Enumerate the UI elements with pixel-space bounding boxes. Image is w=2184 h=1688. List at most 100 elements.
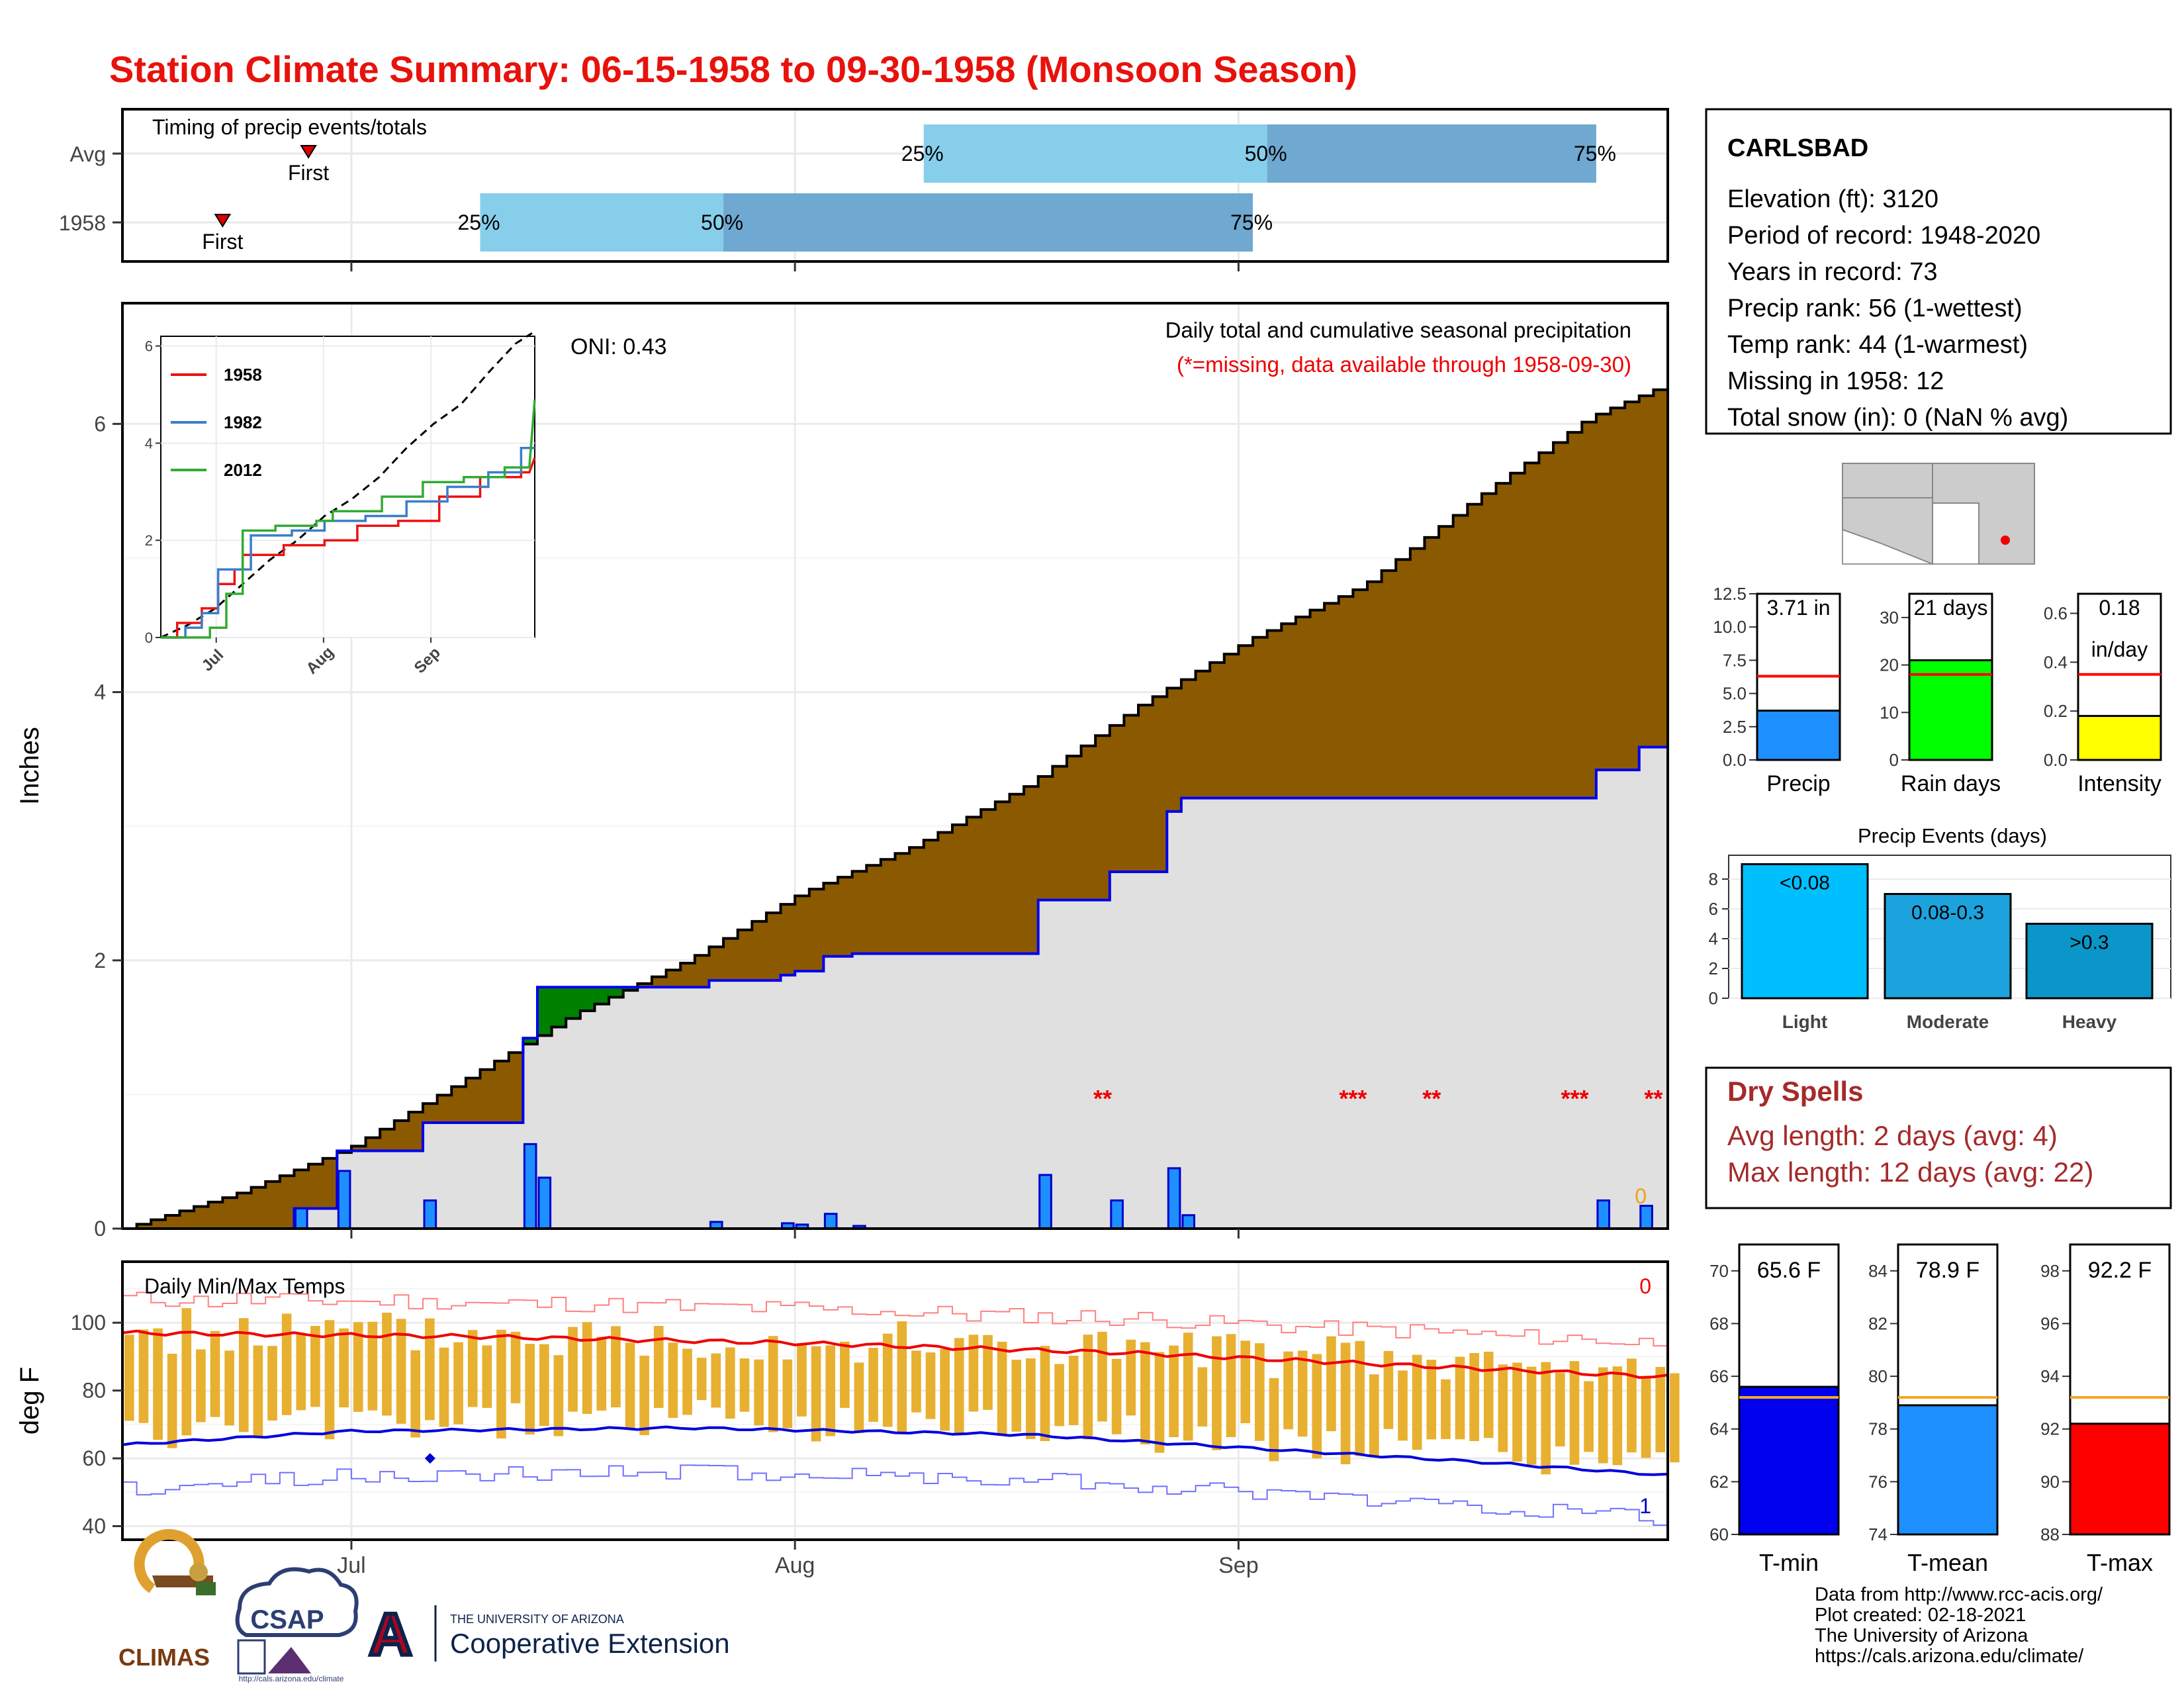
daily-temp-bar <box>1469 1353 1479 1442</box>
temp-summary-bar <box>1897 1404 1999 1536</box>
daily-temp-bar <box>754 1359 764 1426</box>
daily-temp-bar <box>1126 1339 1136 1416</box>
daily-temp-bar <box>1255 1343 1265 1441</box>
temp-summary-y-tick-label: 90 <box>2040 1472 2060 1491</box>
precip-events-chart: Precip Events (days) 0 2 4 6 8 <0.08 Light 0.08… <box>1709 824 2171 1032</box>
temp-summary-y-tick-label: 74 <box>1868 1524 1888 1544</box>
temp-summary-y-tick-label: 80 <box>1868 1366 1888 1386</box>
daily-temp-bar <box>840 1341 850 1408</box>
timing-p25-label: 25% <box>901 142 944 165</box>
daily-temp-bar <box>1111 1358 1122 1434</box>
university-of-arizona-logo[interactable]: A THE UNIVERSITY OF ARIZONA Cooperative … <box>364 1600 730 1670</box>
daily-temp-bar <box>954 1338 964 1435</box>
dry-spells-title: Dry Spells <box>1727 1076 1863 1107</box>
temp-summary-y-tick-label: 62 <box>1709 1472 1729 1491</box>
events-bar <box>1741 863 1869 1000</box>
inset-y-tick-label: 4 <box>145 435 153 451</box>
summary-y-tick-label: 0.0 <box>1723 750 1747 770</box>
summary-value-label: in/day <box>2091 637 2148 661</box>
daily-temp-bar <box>1426 1360 1437 1440</box>
footer-line: https://cals.arizona.edu/climate/ <box>1815 1646 2084 1667</box>
station-info-line: Missing in 1958: 12 <box>1727 367 1944 395</box>
daily-temp-bar <box>868 1348 878 1422</box>
daily-temp-bar <box>196 1349 206 1423</box>
daily-temp-bar <box>782 1359 793 1429</box>
daily-temp-bar <box>1212 1336 1222 1450</box>
daily-temp-bar <box>224 1350 234 1426</box>
daily-temp-bar <box>1541 1362 1551 1475</box>
daily-temp-bar <box>882 1333 893 1427</box>
timing-p75-label: 75% <box>1574 142 1616 165</box>
footer-line: The University of Arizona <box>1815 1625 2028 1646</box>
station-location-dot <box>2001 536 2010 545</box>
daily-temp-bar <box>1627 1358 1637 1453</box>
temp-summary-y-tick-label: 84 <box>1868 1261 1888 1281</box>
inset-series-line-2012 <box>161 399 536 639</box>
temp-title: Daily Min/Max Temps <box>144 1274 345 1298</box>
tmax-record-line <box>122 1291 1668 1350</box>
daily-temp-bar <box>1054 1364 1064 1427</box>
daily-temp-bar <box>854 1362 864 1433</box>
daily-temp-bar <box>568 1327 578 1412</box>
daily-temp-bar <box>138 1329 149 1423</box>
daily-temp-bar <box>1297 1350 1308 1437</box>
daily-temp-bar <box>1455 1356 1465 1440</box>
daily-temp-bar <box>639 1355 649 1436</box>
tmin-record-count: 1 <box>1639 1494 1651 1518</box>
temp-summary-label: T-mean <box>1907 1549 1988 1576</box>
daily-temp-bar <box>1598 1367 1608 1464</box>
missing-mark: ** <box>1093 1085 1112 1112</box>
observed-cumulative-line <box>122 745 1668 1230</box>
daily-temp-bar <box>539 1344 549 1427</box>
timing-first-marker <box>214 214 232 228</box>
daily-temp-bar <box>1226 1334 1236 1438</box>
summary-y-tick-label: 10.0 <box>1713 617 1747 637</box>
daily-precip-bar <box>1181 1214 1196 1230</box>
timing-p50-label: 50% <box>1245 142 1287 165</box>
events-bar <box>2025 923 2154 1000</box>
station-info-line: Precip rank: 56 (1-wettest) <box>1727 295 2023 322</box>
daily-temp-bar <box>1326 1336 1336 1432</box>
csap-logo[interactable]: CSAP http://cals.arizona.edu/climate <box>235 1567 359 1683</box>
timing-panel-border <box>121 108 1669 263</box>
summary-bar-label: Intensity <box>2077 771 2161 796</box>
tmin-avg-line <box>122 1425 1668 1476</box>
station-info-box: CARLSBAD Elevation (ft): 3120 Period of r… <box>1705 108 2172 435</box>
climas-logo[interactable]: CLIMAS <box>118 1528 216 1671</box>
daily-temp-bar <box>940 1348 950 1431</box>
daily-temp-bar <box>1512 1362 1522 1462</box>
summary-y-tick-label: 0.6 <box>2044 604 2068 624</box>
precip-zero-label: 0 <box>1635 1184 1647 1208</box>
inset-series-line-1982 <box>161 447 535 639</box>
daily-temp-bar <box>1655 1366 1665 1452</box>
inset-legend-label: 2012 <box>224 460 262 480</box>
daily-precip-bars <box>294 1143 1653 1230</box>
daily-temp-bar <box>911 1350 921 1413</box>
inset-x-tick-label: Jul <box>199 646 228 675</box>
daily-temp-bar <box>1197 1367 1208 1427</box>
missing-mark: *** <box>1561 1085 1588 1112</box>
temp-summary-y-tick-label: 76 <box>1868 1472 1888 1491</box>
locator-map <box>1842 463 2035 565</box>
inset-y-tick-label: 0 <box>145 630 153 646</box>
events-y-tick-label: 2 <box>1709 959 1718 978</box>
missing-mark: *** <box>1339 1085 1367 1112</box>
daily-temp-bar <box>1040 1346 1050 1442</box>
daily-temp-bar <box>1584 1381 1594 1452</box>
daily-temp-bar <box>811 1346 821 1442</box>
inset-legend-label: 1982 <box>224 412 262 432</box>
footer-line: Data from http://www.rcc-acis.org/ <box>1815 1584 2103 1605</box>
dry-spells-max: Max length: 12 days (avg: 22) <box>1727 1156 2093 1188</box>
inset-y-tick-label: 2 <box>145 532 153 549</box>
ua-logo-small-text: THE UNIVERSITY OF ARIZONA <box>450 1613 624 1626</box>
daily-temp-bar <box>1612 1366 1623 1466</box>
timing-p75-label: 75% <box>1230 211 1273 234</box>
temp-summary-y-tick-label: 64 <box>1709 1419 1729 1439</box>
daily-temp-bar <box>1283 1351 1293 1430</box>
temp-y-tick-label: 80 <box>82 1379 106 1403</box>
daily-temp-bar <box>611 1326 621 1408</box>
summary-y-tick-label: 12.5 <box>1713 584 1747 604</box>
footer-line: Plot created: 02-18-2021 <box>1815 1605 2026 1626</box>
station-info-border <box>1705 108 2172 435</box>
